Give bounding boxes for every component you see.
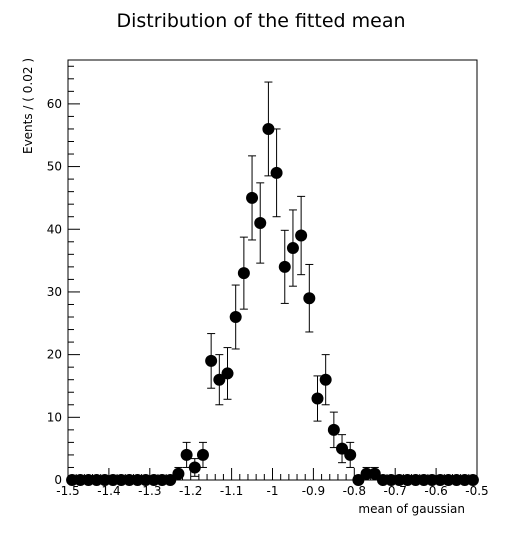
data-point — [246, 191, 259, 204]
y-tick-label: 30 — [47, 285, 62, 299]
data-points — [66, 122, 479, 486]
data-point — [344, 448, 357, 461]
tick-labels: -1.5 -1.4 -1.3 -1.2 -1.1 -1 -0.9 -0.8 -0.7 -0.6 -0… — [47, 97, 489, 498]
data-point — [172, 467, 185, 480]
chart-title: Distribution of the fitted mean — [117, 10, 406, 32]
data-point — [327, 423, 340, 436]
x-tick-label: -0.8 — [343, 484, 366, 498]
data-point — [311, 392, 324, 405]
y-tick-label: 60 — [47, 97, 62, 111]
data-point — [295, 229, 308, 242]
data-point — [278, 260, 291, 273]
y-axis-label: Events / ( 0.02 ) — [21, 58, 35, 154]
x-tick-label: -0.5 — [465, 484, 488, 498]
data-point — [368, 467, 381, 480]
x-tick-label: -1.5 — [56, 484, 79, 498]
x-tick-label: -1.2 — [179, 484, 202, 498]
data-point — [180, 448, 193, 461]
data-point — [303, 292, 316, 305]
data-point — [229, 311, 242, 324]
data-point — [188, 461, 201, 474]
data-point — [213, 373, 226, 386]
data-point — [336, 442, 349, 455]
x-tick-label: -1 — [267, 484, 279, 498]
data-point — [254, 216, 267, 229]
y-tick-label: 50 — [47, 160, 62, 174]
x-tick-label: -0.7 — [383, 484, 406, 498]
data-point — [196, 448, 209, 461]
y-tick-label: 20 — [47, 348, 62, 362]
data-point — [237, 267, 250, 280]
x-tick-label: -0.9 — [302, 484, 325, 498]
x-tick-label: -1.1 — [220, 484, 243, 498]
x-tick-label: -0.6 — [424, 484, 447, 498]
y-tick-label: 10 — [47, 410, 62, 424]
data-point — [221, 367, 234, 380]
data-point — [352, 474, 365, 486]
x-tick-label: -1.4 — [97, 484, 120, 498]
data-point — [262, 122, 275, 135]
x-axis-label: mean of gaussian — [358, 502, 465, 516]
data-point — [205, 354, 218, 367]
data-point — [319, 373, 332, 386]
data-point — [164, 474, 177, 486]
data-point — [270, 166, 283, 179]
y-tick-label: 40 — [47, 222, 62, 236]
y-tick-label: 0 — [54, 473, 62, 487]
x-tick-label: -1.3 — [138, 484, 161, 498]
data-point — [466, 474, 479, 486]
data-point — [286, 242, 299, 255]
